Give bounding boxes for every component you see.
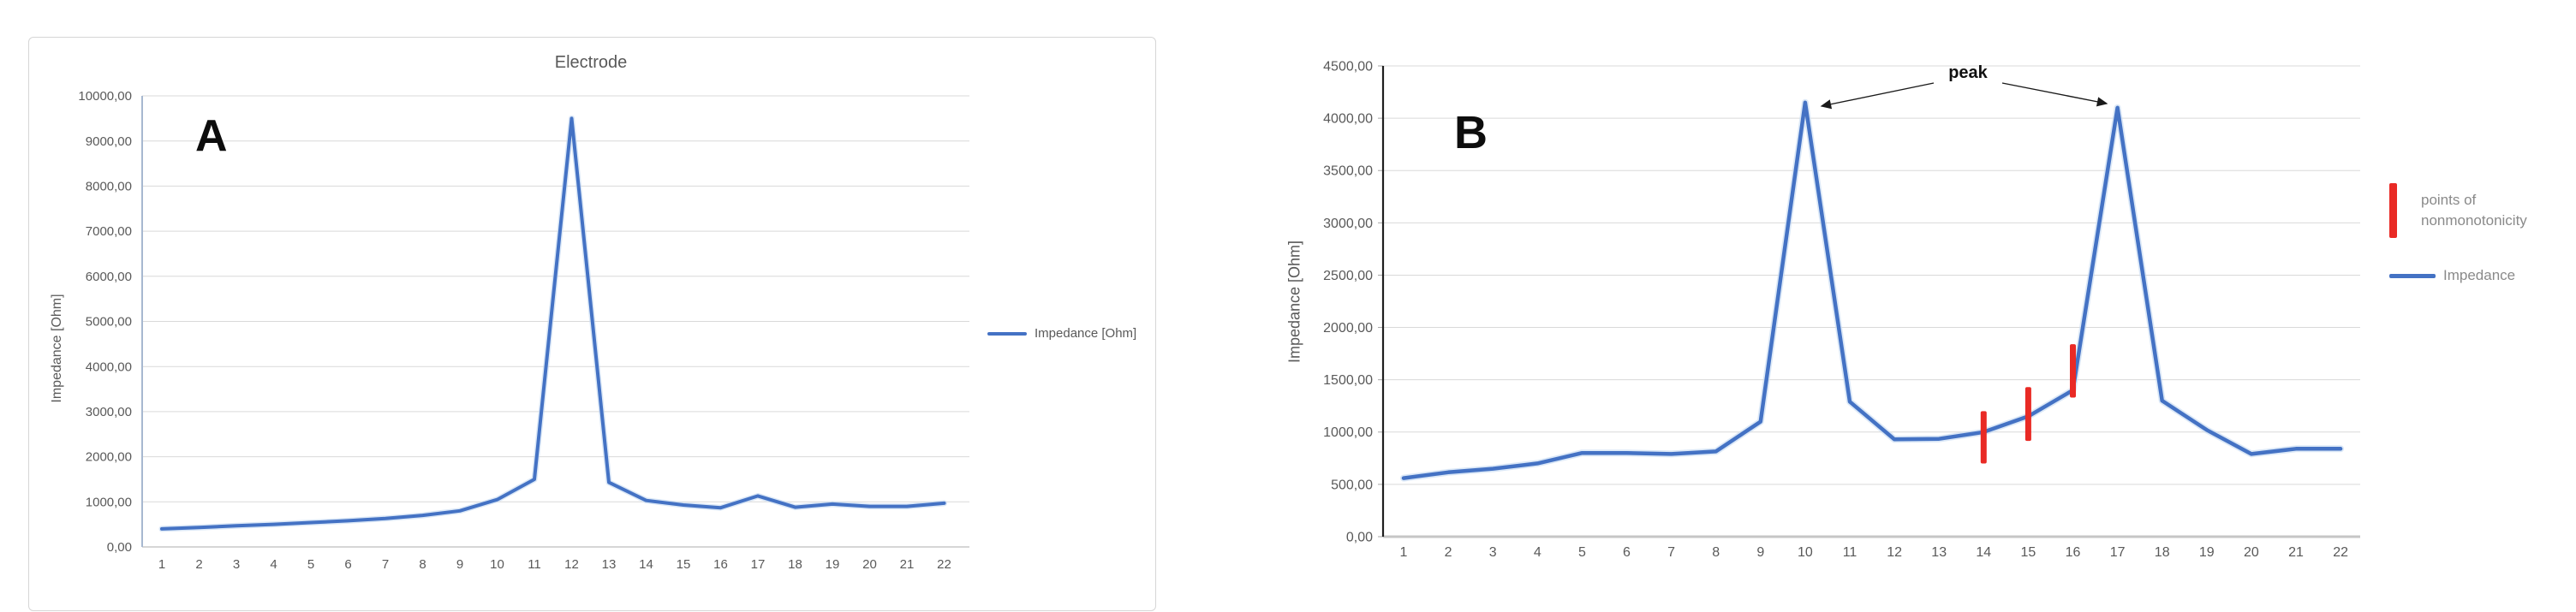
x-tick-label: 16 <box>2066 545 2081 560</box>
peak-arrow <box>1820 82 1935 110</box>
chart-a-panel: 0,00 1000,00 2000,00 3000,00 4000,00 5000,00 6… <box>28 37 1156 611</box>
legend-red-bar-swatch-icon <box>2389 183 2397 238</box>
y-tick-label: 2000,00 <box>86 450 132 465</box>
y-tick-label: 500,00 <box>1331 478 1373 492</box>
chart-b-plot: 0,00 500,00 1000,00 1500,00 2000,00 2500,00 30… <box>1323 59 2360 560</box>
x-tick-label: 2 <box>195 557 202 572</box>
x-tick-label: 8 <box>419 557 426 572</box>
x-tick-label: 18 <box>2155 545 2170 560</box>
x-tick-label: 12 <box>1887 545 1902 560</box>
panel-b-letter-label: B <box>1454 107 1488 158</box>
y-tick-label: 3000,00 <box>1323 217 1373 231</box>
chart-a-y-axis-title: Impedance [Ohm] <box>50 294 64 403</box>
x-tick-label: 19 <box>826 557 840 572</box>
x-tick-label: 1 <box>1400 545 1408 560</box>
y-tick-label: 4500,00 <box>1323 59 1373 74</box>
x-tick-label: 15 <box>2021 545 2036 560</box>
x-tick-label: 18 <box>788 557 802 572</box>
y-tick-label: 4000,00 <box>86 359 132 374</box>
x-tick-label: 7 <box>382 557 389 572</box>
x-tick-label: 17 <box>2110 545 2126 560</box>
y-tick-label: 1500,00 <box>1323 373 1373 388</box>
x-tick-label: 7 <box>1667 545 1675 560</box>
x-tick-label: 9 <box>456 557 463 572</box>
x-tick-label: 22 <box>2333 545 2348 560</box>
nonmonotonicity-bar-cat14 <box>1980 411 1987 464</box>
x-tick-label: 17 <box>751 557 766 572</box>
chart-b-panel: 0,00 500,00 1000,00 1500,00 2000,00 2500,00 30… <box>1285 0 2576 612</box>
x-tick-label: 11 <box>1843 545 1857 560</box>
chart-a-plot: 0,00 1000,00 2000,00 3000,00 4000,00 5000,00 6… <box>78 89 969 572</box>
legend-line-swatch-icon <box>987 331 1027 336</box>
impedance-line-halo <box>158 115 947 532</box>
x-tick-label: 2 <box>1445 545 1452 560</box>
x-tick-label: 21 <box>900 557 915 572</box>
y-tick-label: 6000,00 <box>86 270 132 284</box>
x-tick-label: 10 <box>490 557 504 572</box>
y-tick-label: 3000,00 <box>86 405 132 419</box>
legend-item-nonmonotonicity: points of nonmonotonicity <box>2389 183 2558 238</box>
impedance-line <box>160 116 946 531</box>
x-tick-label: 13 <box>602 557 617 572</box>
x-tick-label: 12 <box>564 557 579 572</box>
y-tick-label: 0,00 <box>1346 530 1373 544</box>
y-tick-label: 9000,00 <box>86 134 132 149</box>
x-tick-label: 6 <box>1623 545 1631 560</box>
x-tick-label: 1 <box>158 557 165 572</box>
x-tick-label: 4 <box>270 557 277 572</box>
x-tick-label: 15 <box>677 557 691 572</box>
y-tick-label: 2000,00 <box>1323 321 1373 336</box>
x-tick-label: 16 <box>713 557 728 572</box>
impedance-line <box>1401 100 2343 480</box>
x-tick-label: 11 <box>528 557 541 572</box>
x-tick-label: 20 <box>2244 545 2259 560</box>
y-tick-label: 7000,00 <box>86 224 132 239</box>
x-tick-label: 5 <box>307 557 314 572</box>
chart-b-legend: points of nonmonotonicity Impedance <box>2389 183 2558 284</box>
panel-a-letter-label: A <box>195 111 228 161</box>
chart-b-y-axis-title: Impedance [Ohm] <box>1285 240 1303 364</box>
x-tick-label: 4 <box>1534 545 1541 560</box>
x-tick-label: 3 <box>233 557 240 572</box>
x-tick-label: 5 <box>1578 545 1586 560</box>
chart-a-title: Electrode <box>554 53 628 72</box>
legend-nonmonotonicity-label: points of nonmonotonicity <box>2421 192 2527 229</box>
legend-item-impedance: Impedance <box>2389 267 2558 284</box>
x-tick-label: 6 <box>344 557 351 572</box>
x-tick-label: 14 <box>1976 545 1991 560</box>
peak-arrow <box>2001 82 2108 107</box>
y-tick-label: 0,00 <box>107 540 132 555</box>
x-tick-label: 19 <box>2199 545 2215 560</box>
y-tick-label: 8000,00 <box>86 180 132 194</box>
x-tick-label: 9 <box>1756 545 1764 560</box>
legend-impedance-label: Impedance <box>2443 267 2516 283</box>
legend-line-swatch-icon <box>2389 273 2436 278</box>
nonmonotonicity-bar-cat16 <box>2070 344 2076 398</box>
nonmonotonicity-bar-cat15 <box>2024 387 2031 442</box>
y-tick-label: 5000,00 <box>86 315 132 330</box>
y-tick-label: 1000,00 <box>1323 425 1373 440</box>
y-tick-label: 2500,00 <box>1323 269 1373 283</box>
chart-a-legend: Impedance [Ohm] <box>987 326 1136 341</box>
x-tick-label: 20 <box>862 557 877 572</box>
x-tick-label: 14 <box>639 557 653 572</box>
peak-annotation-label: peak <box>1948 63 1988 82</box>
x-tick-label: 3 <box>1489 545 1497 560</box>
x-tick-label: 21 <box>2288 545 2304 560</box>
y-tick-label: 4000,00 <box>1323 112 1373 127</box>
x-tick-label: 22 <box>937 557 951 572</box>
x-tick-label: 8 <box>1712 545 1720 560</box>
x-tick-label: 10 <box>1798 545 1813 560</box>
y-tick-label: 3500,00 <box>1323 164 1373 179</box>
x-tick-label: 13 <box>1931 545 1947 560</box>
y-tick-label: 1000,00 <box>86 495 132 509</box>
chart-a-legend-label: Impedance [Ohm] <box>1035 326 1137 341</box>
y-tick-label: 10000,00 <box>78 89 132 104</box>
